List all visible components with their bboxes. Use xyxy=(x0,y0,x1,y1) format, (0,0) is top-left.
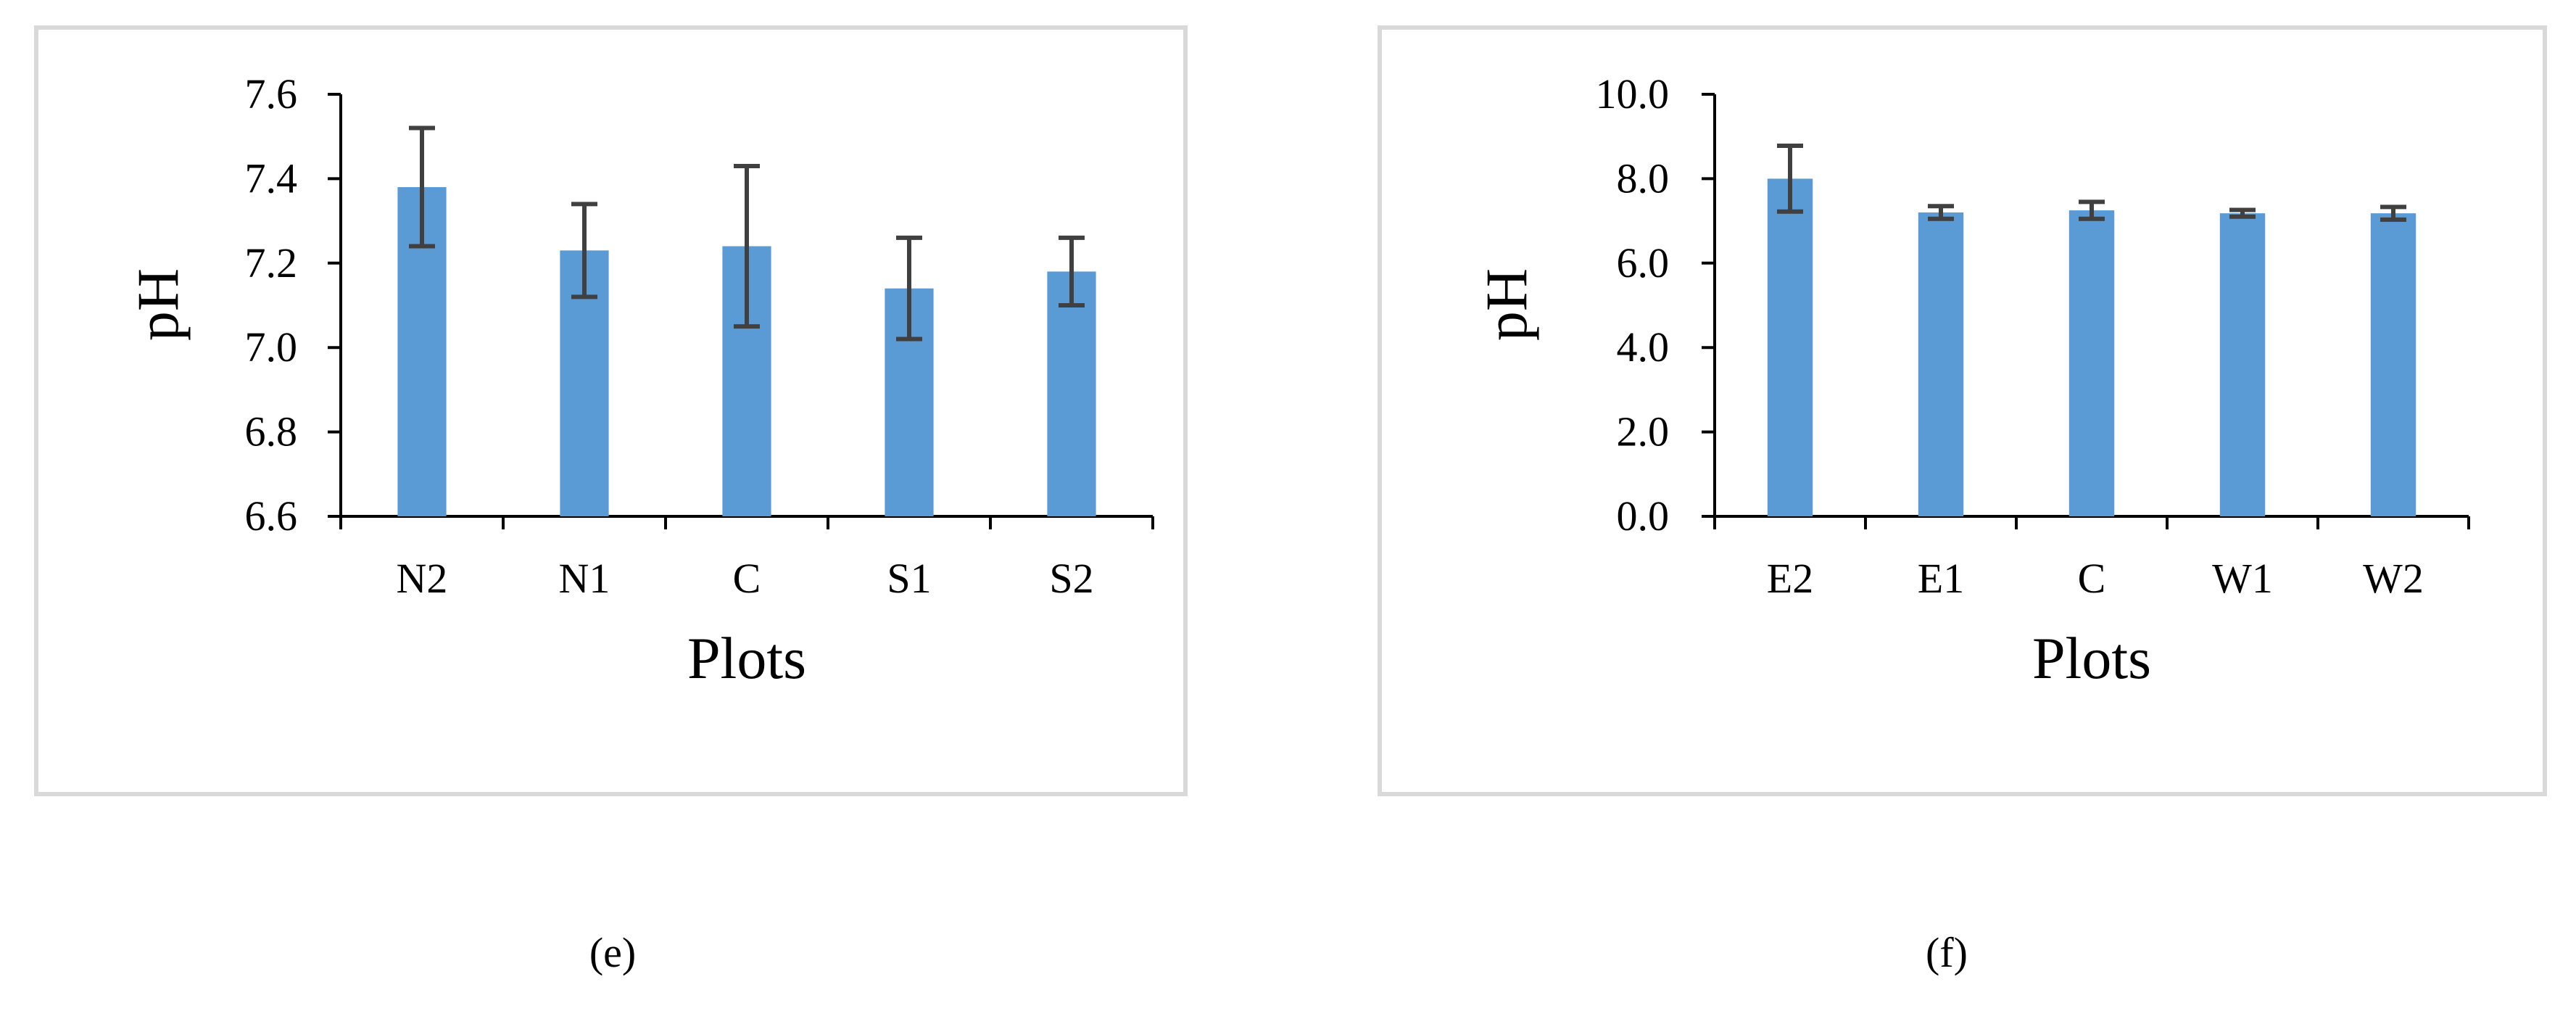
bar-e1 xyxy=(1918,212,1964,516)
y-tick-label: 10.0 xyxy=(1596,70,1670,117)
x-tick-label: S1 xyxy=(887,555,931,602)
chart-f: 0.0 2.0 4.0 6.0 8.0 10.0 E2 E1 C W1 W2 Plots pH xyxy=(1378,25,2547,796)
caption-f: (f) xyxy=(1926,929,1968,976)
y-tick-label: 7.6 xyxy=(245,70,298,117)
y-tick-label: 8.0 xyxy=(1617,154,1670,202)
x-tick-label: E2 xyxy=(1767,555,1813,602)
chart-panel-f: 0.0 2.0 4.0 6.0 8.0 10.0 E2 E1 C W1 W2 Plots pH xyxy=(1370,0,2576,812)
y-axis-label: pH xyxy=(1473,268,1539,341)
x-tick-label: N2 xyxy=(397,555,448,602)
chart-frame xyxy=(34,25,1188,796)
y-tick-label: 6.6 xyxy=(245,492,298,540)
x-tick-label: S2 xyxy=(1049,555,1093,602)
x-axis-label: Plots xyxy=(2032,625,2151,691)
y-tick-label: 7.0 xyxy=(245,323,298,371)
x-tick-label: W2 xyxy=(2363,555,2424,602)
y-axis-label: pH xyxy=(125,268,191,341)
bar-w2 xyxy=(2370,213,2416,516)
y-tick-label: 6.8 xyxy=(245,408,298,455)
bar-c xyxy=(2068,210,2115,516)
y-tick-label: 7.2 xyxy=(245,239,298,286)
x-tick-label: C xyxy=(733,555,761,602)
y-tick-label: 0.0 xyxy=(1617,492,1670,540)
bar-s2 xyxy=(1047,271,1096,516)
y-tick-label: 6.0 xyxy=(1617,239,1670,286)
x-tick-label: C xyxy=(2078,555,2106,602)
y-tick-label: 7.4 xyxy=(245,154,298,202)
chart-panel-e: 6.6 6.8 7.0 7.2 7.4 7.6 N2 N1 C S1 S2 Plots pH xyxy=(0,0,1233,812)
x-tick-label: N1 xyxy=(559,555,610,602)
x-tick-label: W1 xyxy=(2212,555,2273,602)
caption-e: (e) xyxy=(589,929,637,976)
x-axis-label: Plots xyxy=(687,625,806,691)
chart-e: 6.6 6.8 7.0 7.2 7.4 7.6 N2 N1 C S1 S2 Plots pH xyxy=(34,25,1188,796)
x-tick-label: E1 xyxy=(1918,555,1964,602)
y-tick-label: 2.0 xyxy=(1617,408,1670,455)
bar-e2 xyxy=(1767,178,1813,516)
y-tick-label: 4.0 xyxy=(1617,323,1670,371)
bar-w1 xyxy=(2219,213,2266,516)
